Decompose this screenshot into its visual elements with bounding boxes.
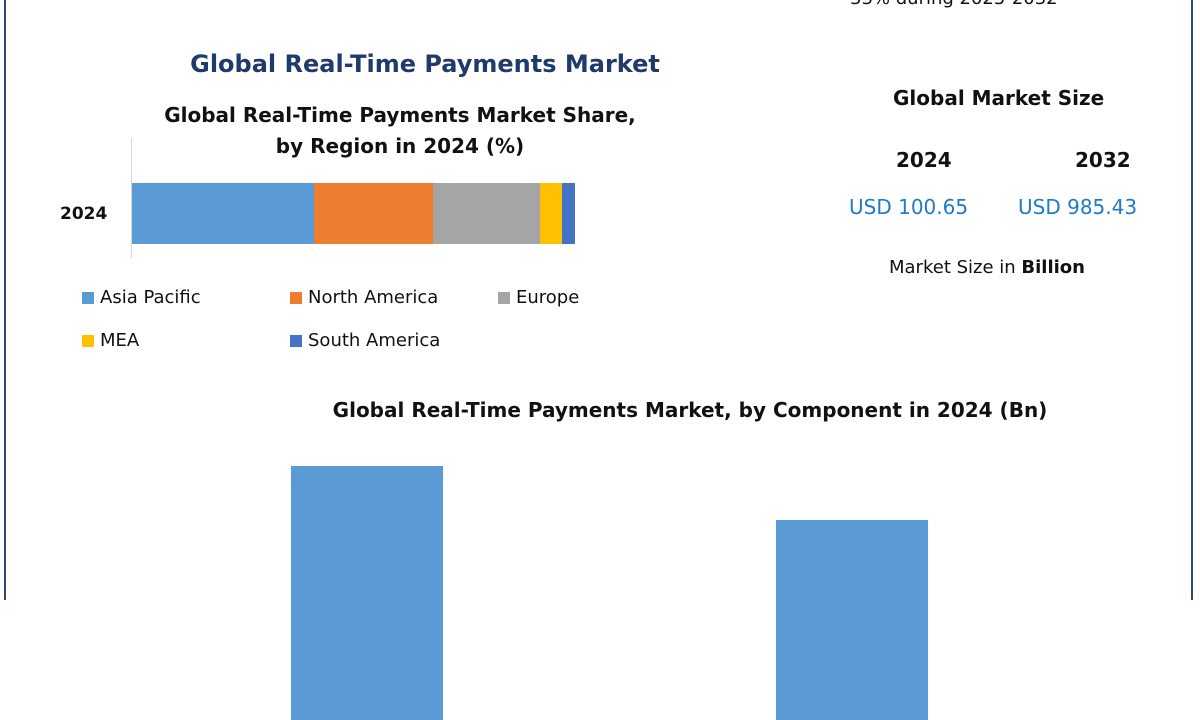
bar-segment-south-america [561, 183, 575, 244]
component-bar-1 [291, 466, 443, 720]
main-title: Global Real-Time Payments Market [190, 50, 660, 78]
legend-label: MEA [100, 330, 140, 351]
year-2024-label: 2024 [896, 148, 952, 172]
legend-label: South America [308, 330, 441, 351]
legend-label: Europe [516, 287, 580, 308]
region-chart-title-line2: by Region in 2024 (%) [275, 134, 525, 158]
component-bar-2 [776, 520, 928, 720]
legend-swatch [290, 334, 302, 347]
legend-swatch [498, 291, 510, 304]
legend-item: Europe [498, 287, 579, 308]
legend-item: South America [290, 330, 440, 351]
bar-segment-north-america [313, 183, 434, 244]
legend-swatch [290, 291, 302, 304]
unit-prefix: Market Size in [889, 257, 1022, 278]
component-chart-title: Global Real-Time Payments Market, by Com… [332, 398, 1048, 422]
legend-label: North America [308, 287, 439, 308]
category-axis-line [131, 138, 132, 258]
market-size-unit: Market Size in Billion [889, 257, 1085, 278]
bar-segment-mea [539, 183, 562, 244]
legend-item: North America [290, 287, 438, 308]
frame-left-border [4, 0, 6, 600]
market-size-2032: USD 985.43 [1018, 195, 1138, 219]
bar-segment-europe [433, 183, 540, 244]
bar-segment-asia-pacific [132, 183, 314, 244]
region-chart-title: Global Real-Time Payments Market Share, … [100, 100, 700, 162]
category-label: 2024 [60, 204, 108, 224]
legend-item: Asia Pacific [82, 287, 201, 308]
legend-swatch [82, 334, 94, 347]
stacked-bar [132, 183, 575, 244]
unit-bold: Billion [1021, 257, 1085, 278]
frame-right-border [1191, 0, 1193, 600]
market-size-title: Global Market Size [893, 86, 1105, 110]
legend-swatch [82, 291, 94, 304]
legend-item: MEA [82, 330, 139, 351]
region-chart-title-line1: Global Real-Time Payments Market Share, [164, 103, 636, 127]
legend-label: Asia Pacific [100, 287, 201, 308]
cagr-text: 33% during 2025-2032 [850, 0, 1058, 9]
market-size-2024: USD 100.65 [849, 195, 969, 219]
year-2032-label: 2032 [1075, 148, 1131, 172]
